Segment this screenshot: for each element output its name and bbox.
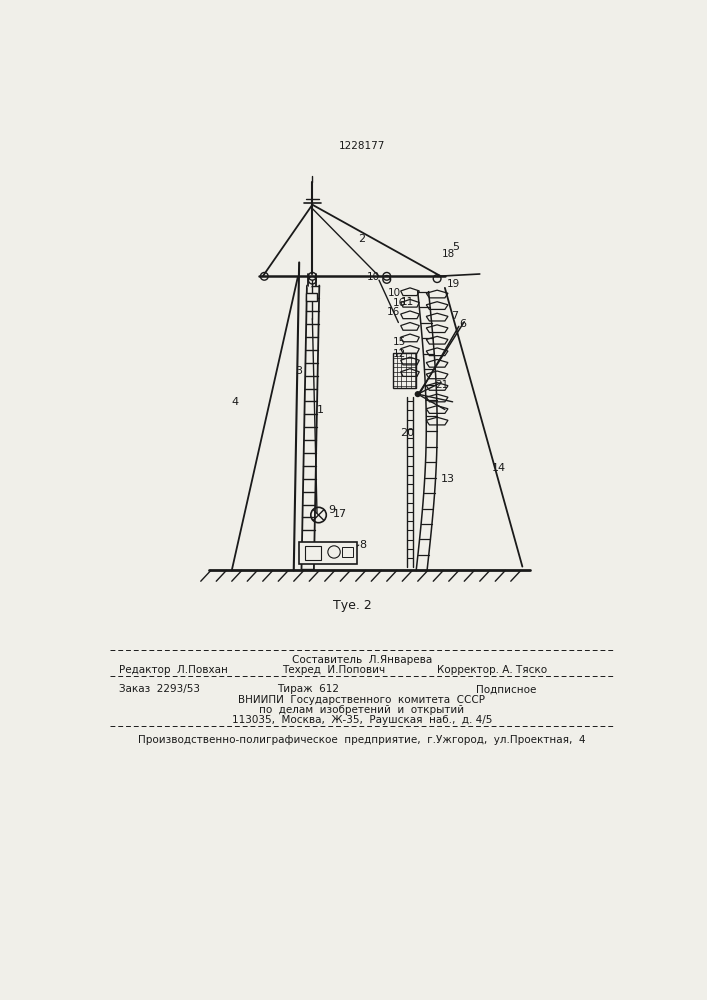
Text: 20: 20 [400,428,414,438]
Text: 5: 5 [452,242,460,252]
Text: по  делам  изобретений  и  открытий: по делам изобретений и открытий [259,705,464,715]
Text: 4: 4 [232,397,239,407]
Text: Составитель  Л.Январева: Составитель Л.Январева [292,655,432,665]
Text: 17: 17 [332,509,346,519]
Text: 8: 8 [360,540,367,550]
Text: 10: 10 [367,272,380,282]
Text: ВНИИПИ  Государственного  комитета  СССР: ВНИИПИ Государственного комитета СССР [238,695,486,705]
Text: 113035,  Москва,  Ж-35,  Раушская  наб.,  д. 4/5: 113035, Москва, Ж-35, Раушская наб., д. … [232,715,492,725]
Text: 21: 21 [436,380,449,390]
Text: Подписное: Подписное [476,684,536,694]
Text: 9: 9 [329,505,336,515]
Text: 1: 1 [317,405,324,415]
Text: 11: 11 [401,297,414,307]
Text: 18: 18 [442,249,455,259]
Text: Редактор  Л.Повхан: Редактор Л.Повхан [119,665,228,675]
Text: 13: 13 [441,474,455,484]
Text: 3: 3 [296,366,303,376]
Text: Техред  И.Попович: Техред И.Попович [282,665,385,675]
Text: 2: 2 [358,234,366,244]
Text: 6: 6 [460,319,467,329]
Bar [305,546,321,560]
Text: 19: 19 [446,279,460,289]
Text: Производственно-полиграфическое  предприятие,  г.Ужгород,  ул.Проектная,  4: Производственно-полиграфическое предприя… [138,735,585,745]
Bar [299,542,357,564]
Text: 1228177: 1228177 [339,141,385,151]
Text: 16: 16 [393,298,407,308]
Text: 10: 10 [387,288,401,298]
Text: Тираж  612: Тираж 612 [276,684,339,694]
Bar [393,353,416,388]
Text: 12: 12 [393,349,407,359]
Bar [306,293,317,301]
Circle shape [414,391,421,397]
Text: 15: 15 [393,337,407,347]
Text: 14: 14 [491,463,506,473]
Bar [341,547,353,557]
Text: 16: 16 [387,307,400,317]
Text: Τуе. 2: Τуе. 2 [332,599,371,612]
Text: Корректор. А. Тяско: Корректор. А. Тяско [437,665,547,675]
Text: Заказ  2293/53: Заказ 2293/53 [119,684,200,694]
Text: 7: 7 [451,311,458,321]
